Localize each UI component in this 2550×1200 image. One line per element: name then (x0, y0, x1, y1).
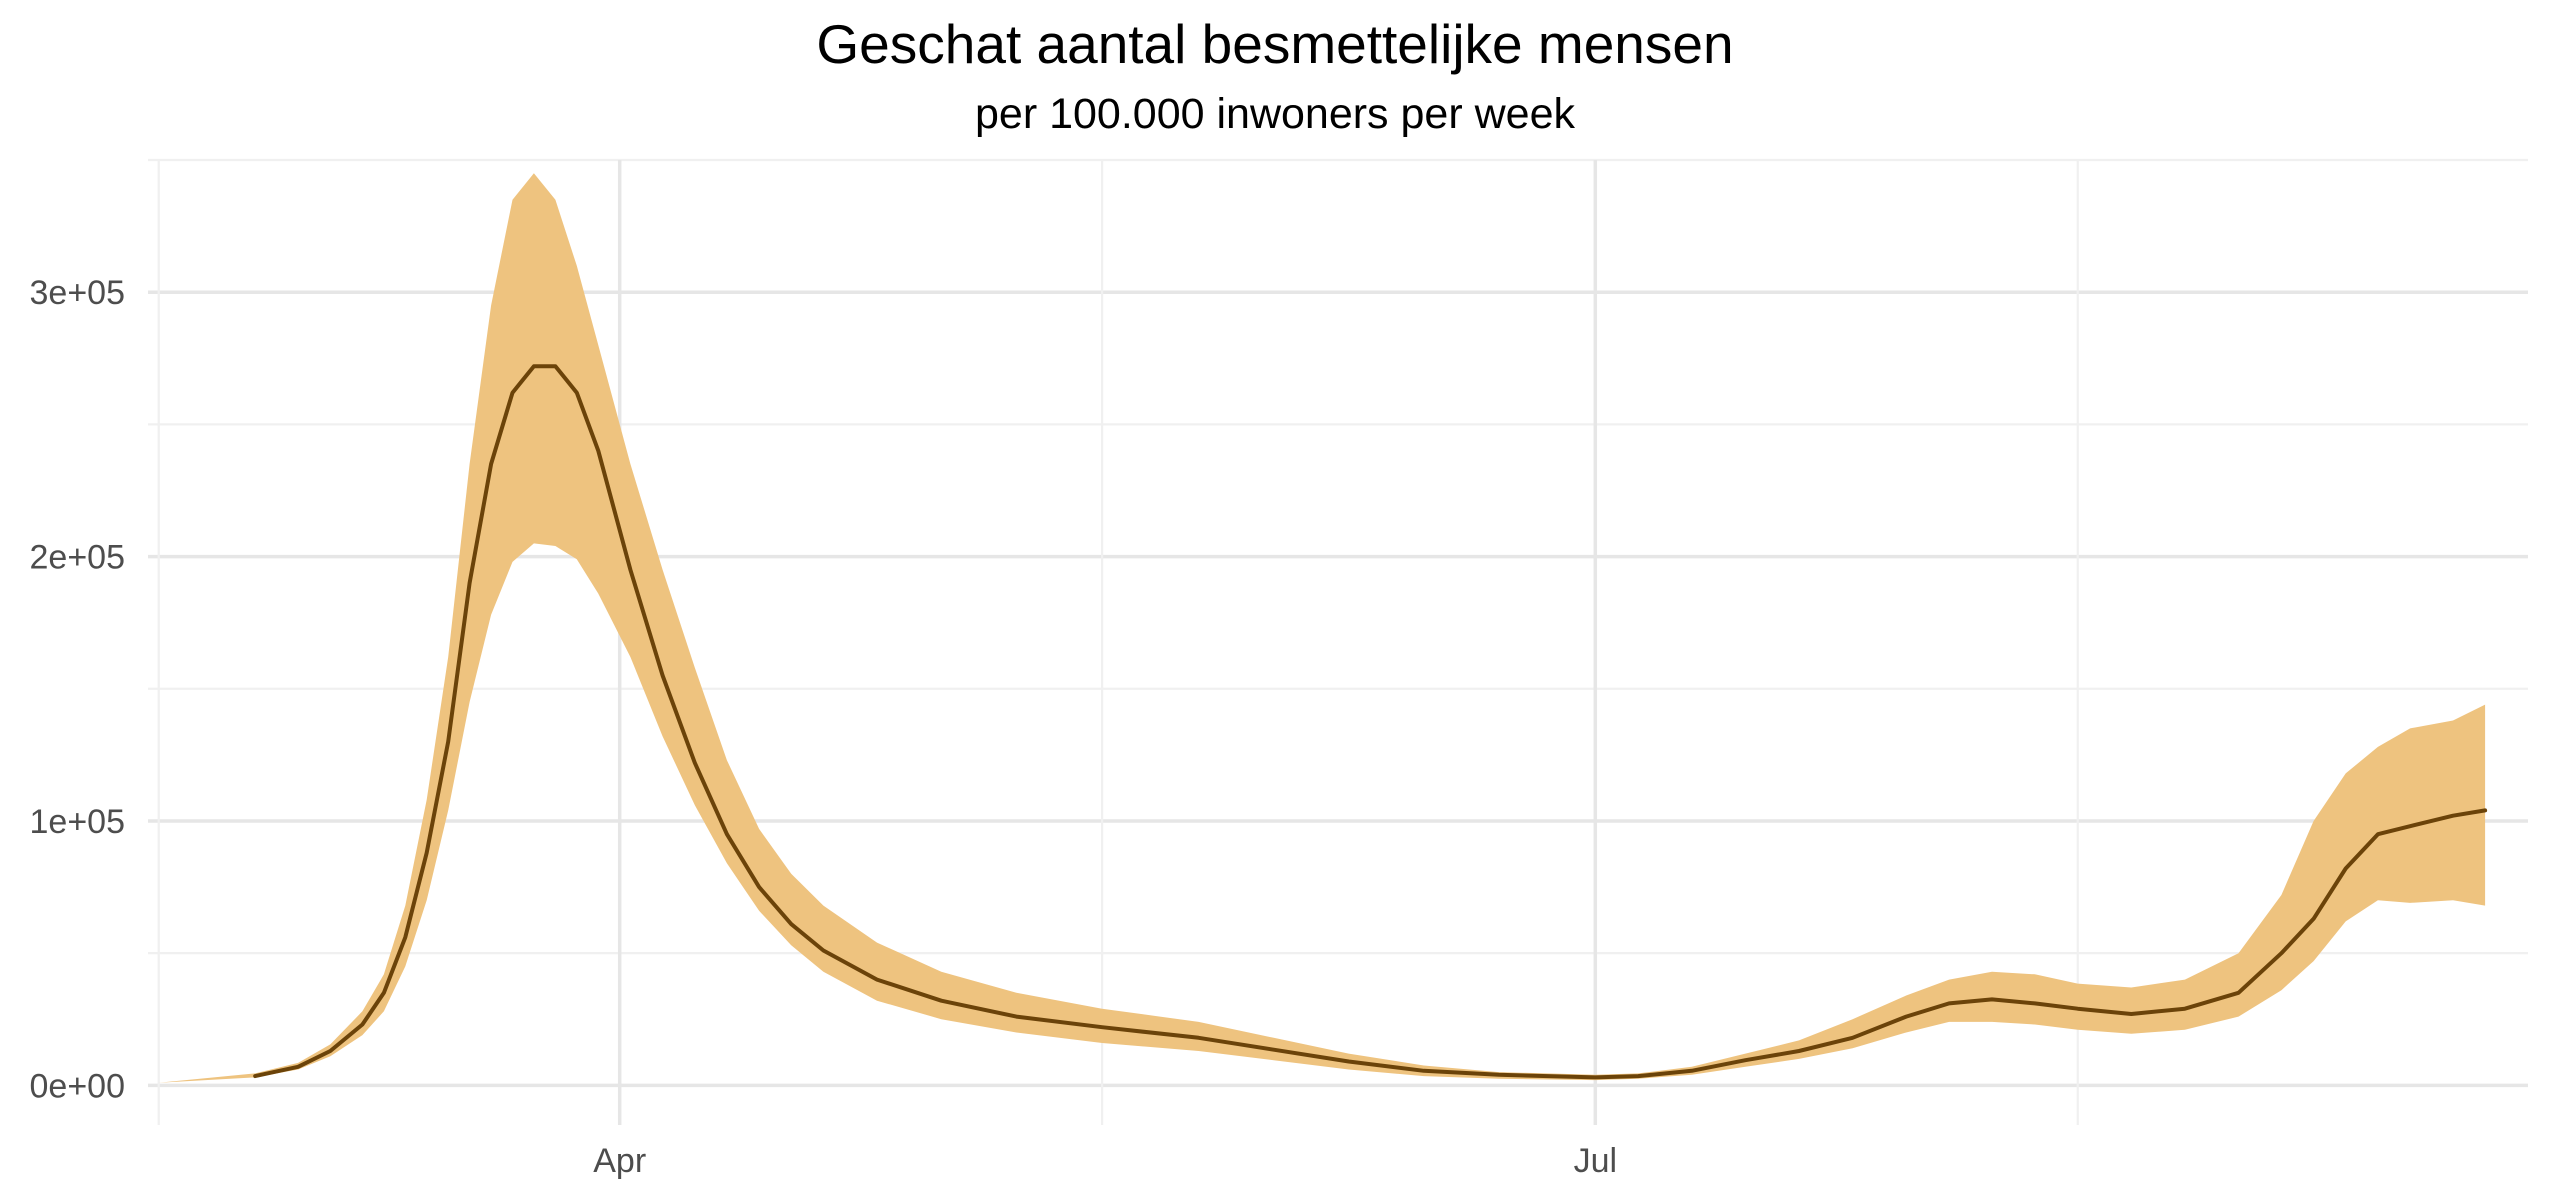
band-layer (158, 173, 2486, 1083)
chart-subtitle: per 100.000 inwoners per week (975, 90, 1575, 138)
y-tick-label: 2e+05 (30, 539, 126, 577)
y-tick-label: 1e+05 (30, 803, 126, 841)
axis-layer: 0e+00 1e+05 2e+05 3e+05 Apr Jul (30, 274, 1618, 1180)
uncertainty-band (158, 173, 2486, 1083)
x-tick-label: Apr (593, 1142, 646, 1180)
y-tick-label: 3e+05 (30, 274, 126, 312)
estimate-line (253, 364, 2488, 1080)
line-layer (253, 364, 2488, 1080)
chart-title: Geschat aantal besmettelijke mensen (816, 13, 1734, 75)
y-tick-label: 0e+00 (30, 1067, 126, 1105)
x-tick-label: Jul (1574, 1142, 1617, 1180)
